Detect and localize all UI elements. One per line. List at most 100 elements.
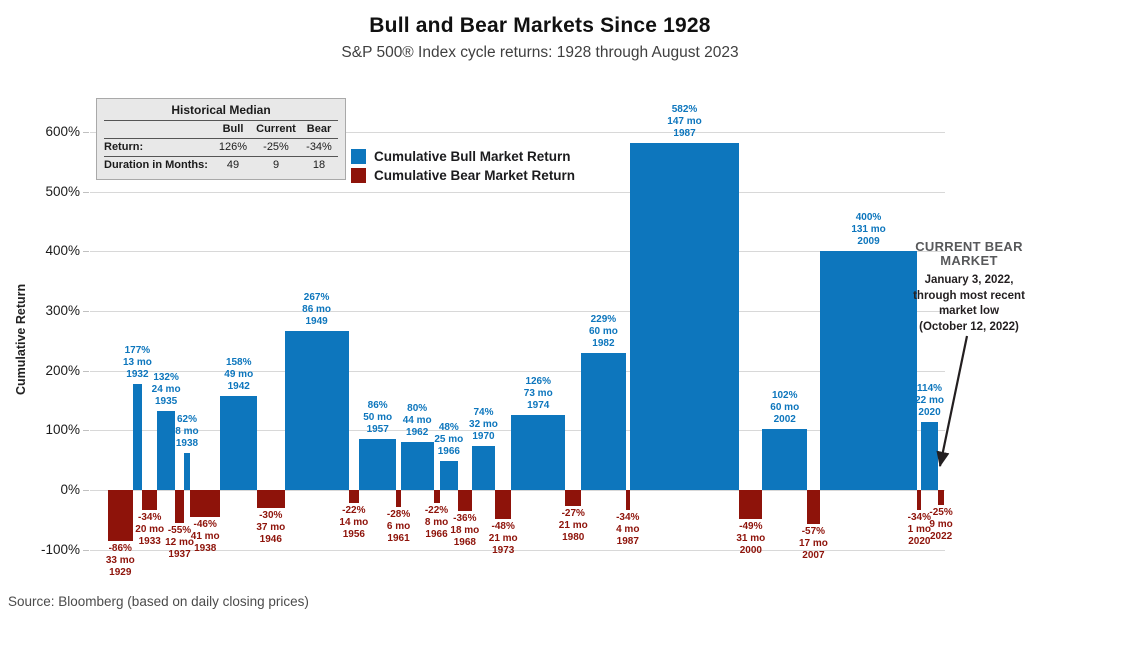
median-return-label: Return: bbox=[104, 141, 144, 153]
bar-bear-1987 bbox=[625, 490, 630, 511]
bar-bull-1942 bbox=[220, 395, 257, 490]
bar-bull-2020 bbox=[921, 421, 938, 490]
median-col-current: Current bbox=[256, 123, 296, 135]
bar-bull-1987 bbox=[629, 142, 740, 490]
ytick-label-0: 0% bbox=[60, 482, 80, 497]
bar-label-bear-1966: -22% 8 mo 1966 bbox=[424, 505, 449, 541]
bar-bear-1929 bbox=[108, 490, 133, 542]
bar-bear-1937 bbox=[175, 490, 184, 523]
ytick-label-500: 500% bbox=[45, 183, 80, 199]
bar-label-bear-1961: -28% 6 mo 1961 bbox=[386, 508, 411, 544]
gridline-600 bbox=[90, 131, 945, 133]
ytick-mark-200 bbox=[83, 370, 89, 372]
bar-label-bull-2009: 400% 131 mo 2009 bbox=[851, 212, 886, 248]
median-duration-label: Duration in Months: bbox=[104, 159, 208, 171]
bar-label-bull-1974: 126% 73 mo 1974 bbox=[523, 375, 553, 411]
bar-label-bear-1980: -27% 21 mo 1980 bbox=[558, 508, 588, 544]
bar-label-bear-1987: -34% 4 mo 1987 bbox=[616, 512, 640, 548]
legend-item-bull: Cumulative Bull Market Return bbox=[351, 147, 575, 166]
bar-bear-1956 bbox=[348, 490, 360, 504]
bar-label-bear-1968: -36% 18 mo 1968 bbox=[450, 513, 480, 549]
chart-subtitle: S&P 500® Index cycle returns: 1928 throu… bbox=[341, 44, 739, 61]
gridline-0 bbox=[90, 490, 945, 491]
bar-bear-1933 bbox=[142, 490, 158, 511]
bar-label-bear-2020: -34% 1 mo 2020 bbox=[907, 512, 932, 548]
bar-bear-1966 bbox=[433, 490, 440, 504]
bar-bear-1961 bbox=[396, 490, 401, 507]
bar-label-bear-1937: -55% 12 mo 1937 bbox=[165, 524, 194, 560]
bear-swatch-icon bbox=[351, 168, 366, 183]
bar-label-bull-2002: 102% 60 mo 2002 bbox=[770, 390, 800, 426]
gridline-200 bbox=[90, 370, 945, 372]
legend: Cumulative Bull Market Return Cumulative… bbox=[351, 147, 575, 185]
ytick-mark-400 bbox=[83, 251, 89, 253]
bar-label-bull-1942: 158% 49 mo 1942 bbox=[224, 356, 254, 392]
bar-label-bull-1932: 177% 13 mo 1932 bbox=[122, 345, 152, 381]
bar-label-bear-1933: -34% 20 mo 1933 bbox=[135, 512, 165, 548]
ytick-mark-0 bbox=[83, 490, 89, 491]
median-col-bear: Bear bbox=[306, 123, 332, 135]
ytick-label-300: 300% bbox=[45, 302, 80, 318]
median-duration-current: 9 bbox=[272, 159, 280, 171]
source-note: Source: Bloomberg (based on daily closin… bbox=[8, 594, 309, 609]
bar-label-bear-2007: -57% 17 mo 2007 bbox=[798, 526, 828, 562]
bar-label-bull-1949: 267% 86 mo 1949 bbox=[302, 291, 332, 327]
ytick-mark-600 bbox=[83, 131, 89, 133]
current-bear-annotation: CURRENT BEAR MARKET January 3, 2022, thr… bbox=[903, 240, 1035, 335]
annotation-line-2: through most recent bbox=[913, 289, 1025, 302]
bar-bull-1935 bbox=[157, 411, 176, 490]
bar-label-bear-1929: -86% 33 mo 1929 bbox=[105, 543, 135, 579]
ytick-label-200: 200% bbox=[45, 362, 80, 378]
median-table-title: Historical Median bbox=[104, 103, 338, 121]
bar-bull-1932 bbox=[132, 384, 143, 490]
median-return-row: Return: 126% -25% -34% bbox=[104, 139, 338, 157]
ytick-mark-500 bbox=[83, 191, 89, 193]
bar-bull-2009 bbox=[819, 251, 918, 490]
bar-bear-1946 bbox=[257, 490, 285, 508]
bar-bear-2000 bbox=[739, 490, 763, 520]
ytick-label-100: 100% bbox=[45, 422, 80, 438]
bar-label-bull-1938: 62% 8 mo 1938 bbox=[175, 413, 199, 449]
bar-bear-1968 bbox=[458, 490, 472, 512]
ytick-label--100: -100% bbox=[40, 541, 80, 557]
y-axis-title: Cumulative Return bbox=[14, 283, 28, 395]
bull-swatch-icon bbox=[351, 149, 366, 164]
bar-bull-1970 bbox=[471, 445, 496, 490]
median-return-bear: -34% bbox=[306, 141, 332, 153]
ytick-mark-300 bbox=[83, 310, 89, 312]
bar-label-bull-1987: 582% 147 mo 1987 bbox=[667, 103, 702, 139]
bar-bear-2007 bbox=[807, 490, 820, 525]
historical-median-table: Historical Median Bull Current Bear Retu… bbox=[96, 98, 346, 180]
legend-item-bear: Cumulative Bear Market Return bbox=[351, 166, 575, 185]
median-duration-bear: 18 bbox=[312, 159, 326, 171]
bar-bull-1966 bbox=[439, 461, 459, 490]
median-duration-row: Duration in Months: 49 9 18 bbox=[104, 157, 338, 174]
bar-bull-1957 bbox=[359, 438, 397, 490]
bar-bear-2022 bbox=[937, 490, 945, 505]
median-return-current: -25% bbox=[263, 141, 289, 153]
bar-label-bull-1935: 132% 24 mo 1935 bbox=[151, 372, 181, 408]
bar-label-bear-1973: -48% 21 mo 1973 bbox=[488, 520, 518, 556]
bar-label-bull-1982: 229% 60 mo 1982 bbox=[588, 314, 618, 350]
ytick-label-400: 400% bbox=[45, 243, 80, 259]
bar-label-bear-1956: -22% 14 mo 1956 bbox=[339, 505, 369, 541]
gridline-500 bbox=[90, 191, 945, 193]
median-col-bull: Bull bbox=[222, 123, 244, 135]
legend-label-bear: Cumulative Bear Market Return bbox=[374, 168, 576, 183]
bar-label-bear-2000: -49% 31 mo 2000 bbox=[736, 521, 766, 557]
ytick-mark-100 bbox=[83, 430, 89, 432]
bar-label-bear-1938: -46% 41 mo 1938 bbox=[190, 519, 220, 555]
annotation-line-1: January 3, 2022, bbox=[924, 274, 1014, 286]
bar-label-bull-1957: 86% 50 mo 1957 bbox=[363, 399, 393, 435]
bar-bull-1962 bbox=[400, 442, 434, 490]
annotation-title: CURRENT BEAR MARKET bbox=[915, 239, 1023, 268]
gridline-400 bbox=[90, 251, 945, 253]
bar-label-bear-2022: -25% 9 mo 2022 bbox=[929, 506, 953, 542]
bar-bull-1974 bbox=[511, 414, 566, 490]
annotation-line-3: market low bbox=[938, 305, 1000, 317]
median-table-header-row: Bull Current Bear bbox=[104, 121, 338, 139]
bar-bear-2020 bbox=[917, 490, 922, 511]
median-duration-bull: 49 bbox=[226, 159, 240, 171]
bar-label-bull-1966: 48% 25 mo 1966 bbox=[434, 422, 464, 458]
